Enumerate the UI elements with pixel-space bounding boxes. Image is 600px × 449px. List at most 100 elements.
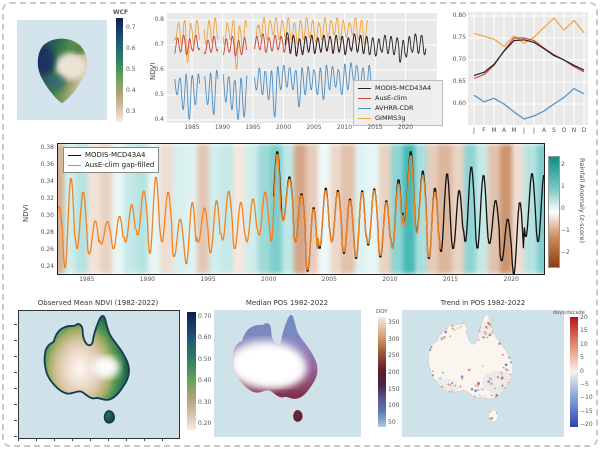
tick-label: 0.50 — [198, 355, 212, 363]
tick-label: 0.80 — [452, 12, 466, 19]
tick-label: 0.65 — [452, 78, 466, 85]
tick-label: 2010 — [382, 276, 398, 283]
main-timeseries-legend: MODIS-MCD43A4 AusE-clim gap-filled — [63, 147, 160, 173]
legend-item: GIMMS3g — [358, 113, 438, 123]
tick-label: 0.20 — [198, 420, 212, 427]
tick-label: 0.6 — [126, 45, 136, 52]
australia-landmass — [428, 314, 514, 422]
tick-label: 15 — [580, 327, 588, 335]
tick-label: 0.7 — [154, 41, 164, 48]
tick-label: 2005 — [321, 276, 337, 283]
tick-label: 0.38 — [40, 144, 54, 151]
tick-label: 2000 — [275, 124, 292, 131]
map1-left-ticks — [14, 310, 17, 437]
trend-colorbar — [570, 317, 578, 427]
legend-label: AVHRR-CDR — [375, 103, 414, 112]
series-line — [284, 32, 427, 63]
tick-label: 0.32 — [40, 195, 54, 202]
tick-label: 100 — [388, 402, 400, 410]
tick-label: 200 — [388, 369, 400, 376]
main-timeseries-lines — [58, 151, 544, 274]
ndvi-comparison-legend: MODIS-MCD43A4 AusE-clim AVHRR-CDR GIMMS3g — [353, 80, 443, 126]
tick-label: −2 — [561, 249, 570, 256]
tick-label: 2015 — [367, 124, 383, 131]
mean-ndvi-map — [18, 310, 180, 439]
tasmania-map-svg — [37, 38, 88, 104]
legend-line-swatch — [358, 117, 371, 119]
series-line — [473, 37, 585, 80]
legend-label: AusE-clim — [375, 93, 407, 102]
series-line — [473, 39, 585, 76]
tick-label: A — [541, 127, 547, 134]
tick-label: 0.6 — [154, 66, 164, 73]
tick-label: 10 — [580, 340, 588, 348]
tick-label: 0.36 — [40, 161, 54, 168]
tick-label: 0 — [561, 205, 565, 212]
tick-label: 2005 — [306, 124, 322, 131]
legend-item: MODIS-MCD43A4 — [358, 83, 438, 93]
tick-label: −5 — [580, 380, 589, 388]
main-timeseries-ylabel: NDVI — [22, 204, 30, 222]
tick-label: 250 — [388, 352, 400, 360]
tick-label: 2020 — [503, 276, 519, 283]
tick-label: F — [482, 127, 486, 134]
legend-line-swatch — [68, 154, 81, 156]
median-pos-map — [214, 310, 361, 437]
tick-label: 0.70 — [452, 56, 466, 63]
rainfall-strip — [403, 144, 416, 274]
tick-label: 150 — [388, 385, 400, 393]
tick-label: 1995 — [245, 124, 261, 131]
trend-colorbar-label: days/decade — [553, 310, 585, 316]
rainfall-strip — [172, 144, 185, 274]
rainfall-colorbar-label: Rainfall Anomaly (z-score) — [578, 158, 586, 244]
tick-label: S — [552, 127, 556, 134]
tick-label: J — [473, 127, 475, 134]
doy-colorbar — [378, 317, 386, 427]
tick-label: 1995 — [200, 276, 216, 283]
legend-item: AusE-clim gap-filled — [68, 160, 154, 170]
tick-label: O — [561, 127, 567, 134]
series-line — [174, 17, 368, 70]
mean-ndvi-colorbar — [187, 312, 196, 430]
tick-label: 350 — [388, 319, 400, 326]
mean-ndvi-map-svg — [43, 314, 130, 424]
tick-label: 0.4 — [126, 87, 136, 94]
tick-label: 1 — [561, 183, 565, 190]
trend-pos-map — [402, 310, 564, 437]
tasmania-wcf-map — [17, 20, 107, 120]
tick-label: 1990 — [214, 124, 231, 131]
tick-label: 0.60 — [452, 100, 466, 107]
tick-label: 0.30 — [40, 212, 54, 219]
rainfall-strip — [87, 144, 100, 274]
legend-item: AusE-clim — [358, 93, 438, 103]
tick-label: 2015 — [442, 276, 459, 283]
tick-label: 1985 — [79, 276, 95, 283]
series-line — [473, 88, 585, 120]
rainfall-strip — [524, 144, 537, 274]
tick-label: 0.5 — [126, 66, 136, 73]
tick-label: 0.5 — [154, 91, 164, 98]
tick-label: A — [501, 127, 507, 134]
legend-line-swatch — [358, 97, 371, 99]
rainfall-strip — [63, 144, 76, 274]
tick-label: 0.3 — [126, 108, 136, 115]
tick-label: 0.40 — [198, 377, 212, 385]
tick-label: 0.30 — [198, 398, 212, 406]
tick-label: −10 — [580, 394, 593, 402]
rainfall-strip — [306, 144, 319, 274]
series-line — [473, 17, 585, 47]
tick-label: M — [511, 127, 517, 134]
series-line — [174, 33, 369, 57]
tick-label: 0.7 — [126, 24, 136, 31]
tick-label: −15 — [580, 407, 593, 415]
map-title-mean-ndvi: Observed Mean NDVI (1982-2022) — [37, 299, 159, 307]
doy-colorbar-label: DOY — [376, 309, 388, 315]
rainfall-strip — [281, 144, 294, 274]
tick-label: 2020 — [397, 124, 414, 131]
rainfall-strip — [58, 144, 64, 274]
tick-label: 0.24 — [40, 263, 54, 270]
legend-line-swatch — [358, 87, 371, 89]
main-timeseries-plot — [57, 143, 545, 275]
seasonal-cycle-plot — [468, 12, 588, 125]
legend-label: MODIS-MCD43A4 — [375, 83, 432, 92]
